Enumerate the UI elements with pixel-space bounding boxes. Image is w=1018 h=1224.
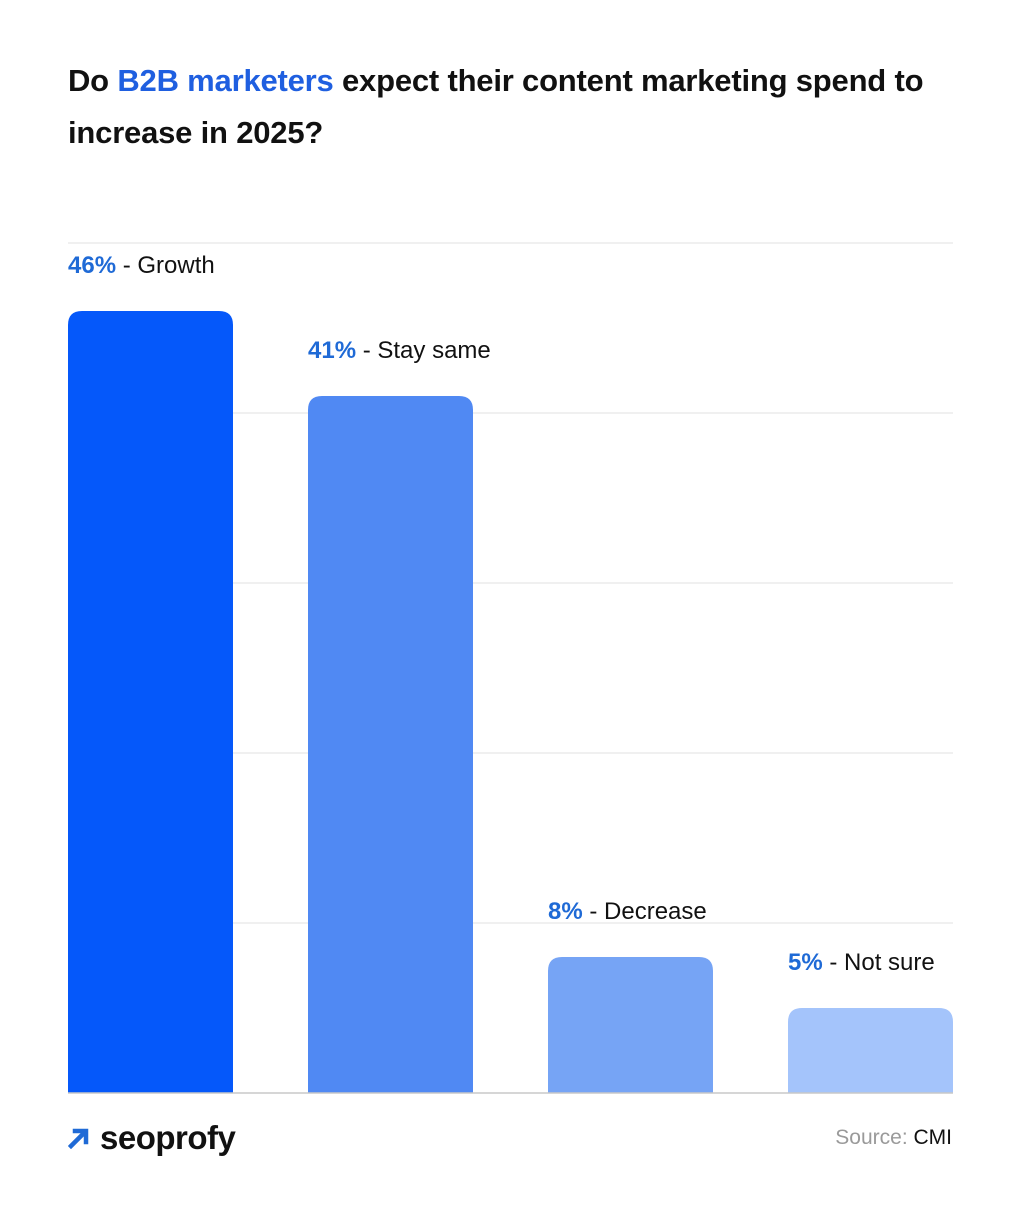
bar-label: 41% - Stay same xyxy=(308,337,491,364)
bar-value-label: 46% xyxy=(68,252,116,279)
bar-label: 8% - Decrease xyxy=(548,898,707,925)
seoprofy-logo: seoprofy xyxy=(68,1118,236,1158)
bar-category-label: - Not sure xyxy=(823,949,935,976)
bar-chart: 46% - Growth 41% - Stay same 8% - Decrease… xyxy=(68,242,953,1094)
bar-label: 5% - Not sure xyxy=(788,949,935,976)
chart-title: Do B2B marketers expect their content ma… xyxy=(68,55,968,159)
bar-growth xyxy=(68,311,233,1093)
title-highlight: B2B marketers xyxy=(117,63,334,98)
bar-category-label: - Decrease xyxy=(583,898,707,925)
title-part2: expect their content marketing spend to … xyxy=(68,63,924,150)
title-part1: Do xyxy=(68,63,118,98)
bar-value-label: 5% xyxy=(788,949,823,976)
bar-value-label: 41% xyxy=(308,337,356,364)
bar-labels: 46% - Growth 41% - Stay same 8% - Decrease… xyxy=(68,252,935,976)
bar-not-sure xyxy=(788,1008,953,1093)
bar-decrease xyxy=(548,957,713,1093)
source-credit: Source: CMI xyxy=(835,1124,952,1152)
bar-label: 46% - Growth xyxy=(68,252,215,279)
logo-text: seoprofy xyxy=(100,1119,236,1156)
bar-category-label: - Growth xyxy=(116,252,215,279)
arrow-up-right-icon xyxy=(68,1128,89,1149)
source-name: CMI xyxy=(913,1126,953,1149)
source-label: Source: xyxy=(835,1126,914,1149)
bar-stay-same xyxy=(308,396,473,1093)
bar-value-label: 8% xyxy=(548,898,583,925)
bar-category-label: - Stay same xyxy=(356,337,491,364)
bars xyxy=(68,311,953,1093)
